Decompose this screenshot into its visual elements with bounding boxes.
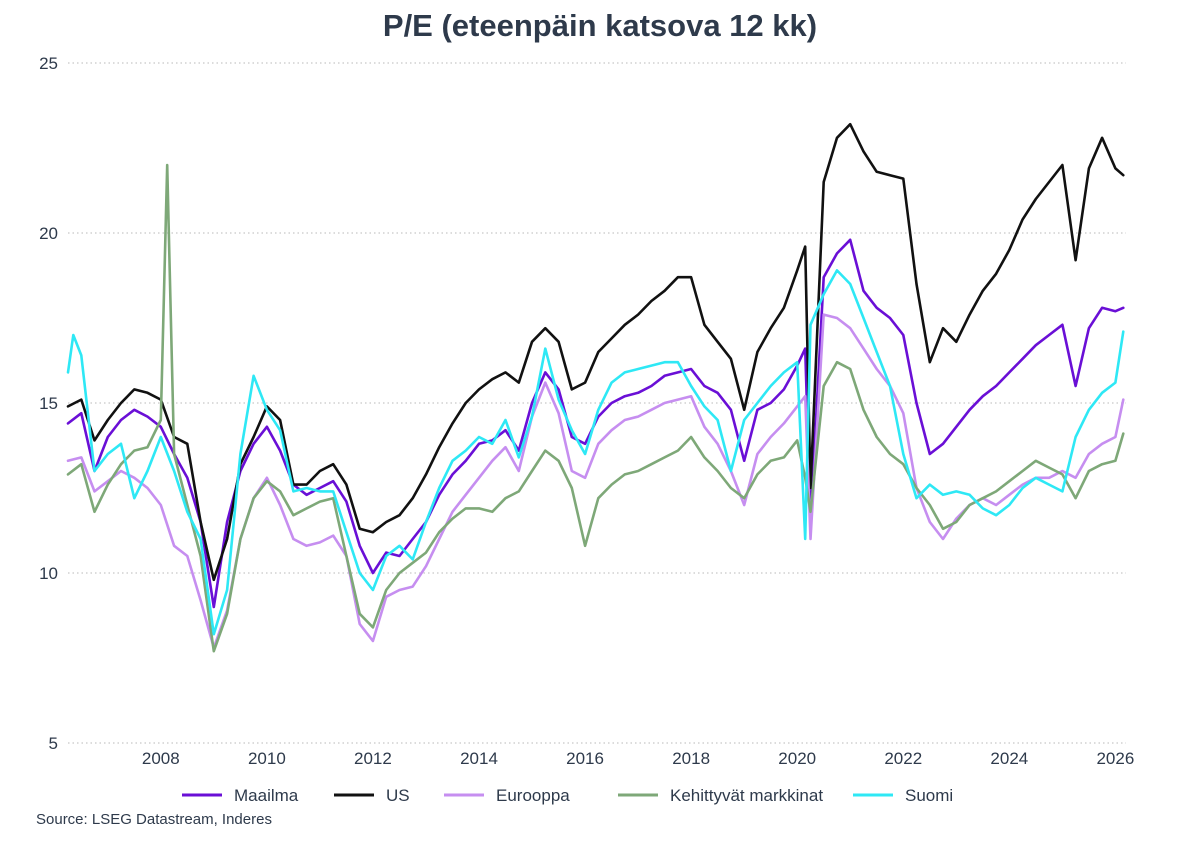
- x-tick-label: 2018: [672, 749, 710, 768]
- x-axis-tick-labels: 2008 2010 2012 2014 2016 2018 2020 2022 2024 2026: [142, 749, 1134, 768]
- gridlines: [68, 62, 1126, 744]
- series-lines: [66, 122, 1125, 653]
- legend-label: Kehittyvät markkinat: [670, 786, 823, 805]
- x-tick-label: 2014: [460, 749, 498, 768]
- x-tick-label: 2008: [142, 749, 180, 768]
- x-tick-label: 2020: [778, 749, 816, 768]
- legend: Maailma US Eurooppa Kehittyvät markkinat Suo…: [182, 786, 953, 805]
- x-tick-label: 2024: [990, 749, 1028, 768]
- series-line-suomi: [66, 269, 1125, 636]
- y-tick-label: 10: [39, 564, 58, 583]
- y-axis-tick-labels: 5 10 15 20 25: [39, 54, 58, 753]
- x-tick-label: 2026: [1096, 749, 1134, 768]
- x-tick-label: 2022: [884, 749, 922, 768]
- legend-label: Maailma: [234, 786, 299, 805]
- y-tick-label: 15: [39, 394, 58, 413]
- legend-label: Suomi: [905, 786, 953, 805]
- source-note: Source: LSEG Datastream, Inderes: [36, 811, 272, 828]
- series-line-us: [66, 122, 1125, 582]
- series-line-eurooppa: [66, 313, 1125, 650]
- chart-title: P/E (eteenpäin katsova 12 kk): [382, 8, 818, 43]
- x-tick-label: 2010: [248, 749, 286, 768]
- legend-label: Eurooppa: [496, 786, 570, 805]
- y-tick-label: 25: [39, 54, 58, 73]
- series-line-kehittyv-t-markkinat: [66, 163, 1125, 653]
- x-tick-label: 2012: [354, 749, 392, 768]
- x-tick-label: 2016: [566, 749, 604, 768]
- y-tick-label: 5: [49, 734, 58, 753]
- series-line-maailma: [66, 238, 1125, 609]
- y-tick-label: 20: [39, 224, 58, 243]
- legend-label: US: [386, 786, 410, 805]
